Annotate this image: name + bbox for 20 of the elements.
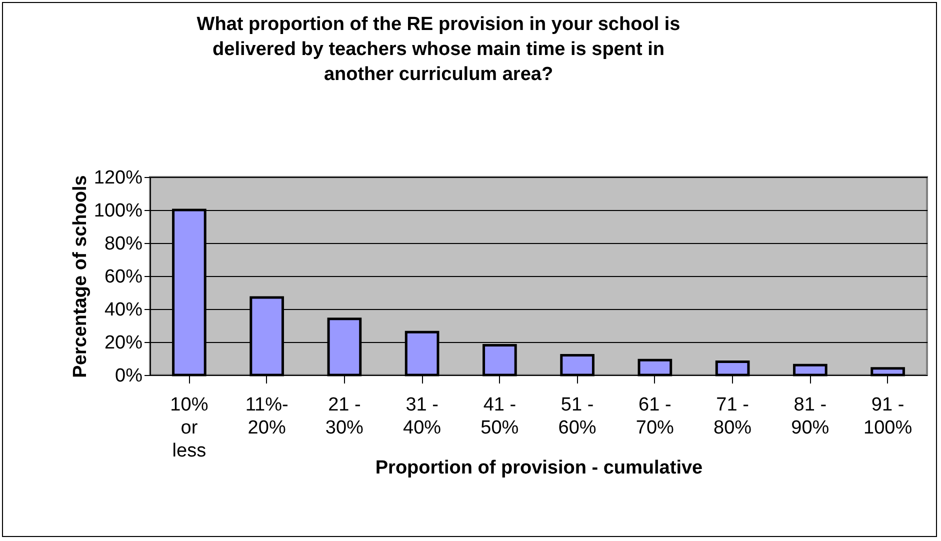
x-tick-label: 31 - 40% bbox=[403, 394, 442, 438]
x-tick-label: 11%-20% bbox=[245, 394, 288, 438]
x-tick-label: 91 - 100% bbox=[863, 394, 912, 438]
x-tick-label: 21 - 30% bbox=[325, 394, 364, 438]
x-axis-title: Proportion of provision - cumulative bbox=[375, 458, 703, 478]
y-tick-label: 20% bbox=[104, 332, 143, 354]
x-tick-label: 61 - 70% bbox=[636, 394, 674, 438]
x-tick-label: 10% or less bbox=[170, 394, 208, 462]
y-tick-label: 0% bbox=[115, 366, 143, 386]
y-tick-label: 60% bbox=[104, 266, 143, 288]
x-tick-label: 51 - 60% bbox=[558, 394, 596, 438]
x-tick-label: 81 - 90% bbox=[791, 394, 830, 438]
y-axis-title: Percentage of schools bbox=[70, 175, 91, 378]
y-tick-label: 80% bbox=[104, 234, 143, 254]
x-tick-label: 71 - 80% bbox=[714, 394, 752, 438]
x-tick-label: 41 - 50% bbox=[480, 394, 519, 438]
y-tick-label: 100% bbox=[94, 200, 143, 222]
y-tick-label: 40% bbox=[104, 300, 143, 320]
y-tick-label: 120% bbox=[94, 168, 143, 188]
chart-title: What proportion of the RE provision in your school is delivered by teachers whose main time is spent in another curriculum area? bbox=[196, 14, 680, 85]
